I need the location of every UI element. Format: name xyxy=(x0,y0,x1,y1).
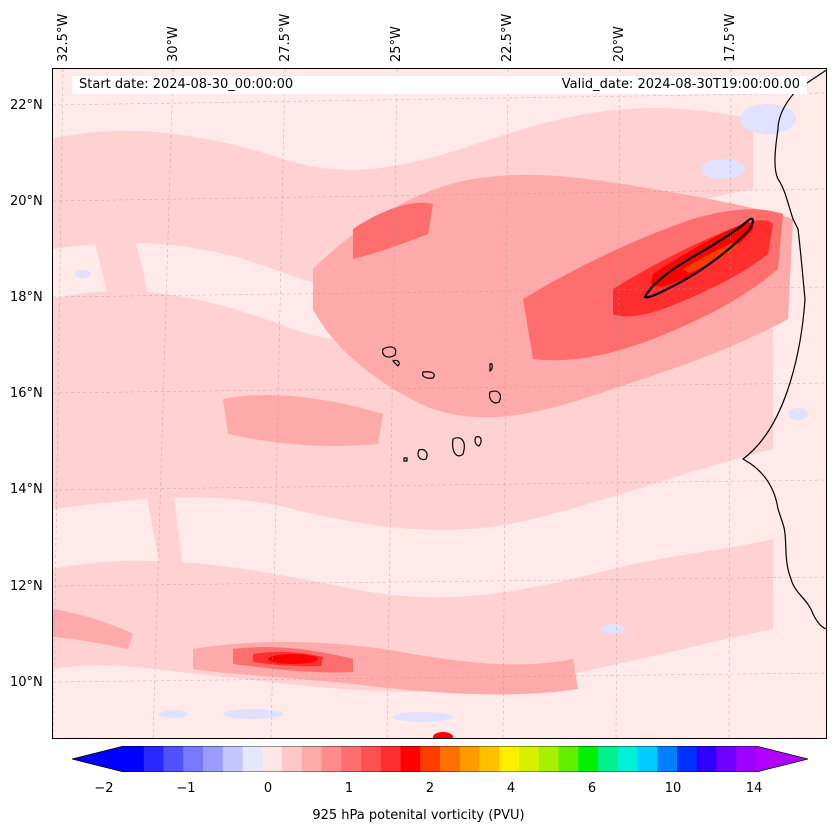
colorbar-swatch xyxy=(637,746,658,772)
colorbar-title: 925 hPa potenital vorticity (PVU) xyxy=(312,808,525,823)
colorbar-tick-label: 6 xyxy=(587,781,597,796)
colorbar-swatch xyxy=(183,746,204,772)
colorbar-tick-label: −1 xyxy=(176,781,196,796)
pv-field-map xyxy=(53,69,826,738)
pv-2-contour xyxy=(643,217,754,299)
lat-label-22n: 22°N xyxy=(10,98,43,113)
lat-label-10n: 10°N xyxy=(10,675,43,690)
colorbar-swatch xyxy=(341,746,362,772)
colorbar-swatch xyxy=(262,746,283,772)
lat-label-16n: 16°N xyxy=(10,386,43,401)
colorbar-tick-label: 14 xyxy=(745,781,763,796)
colorbar-swatch xyxy=(519,746,540,772)
colorbar-swatch xyxy=(558,746,579,772)
colorbar-swatch xyxy=(538,746,560,772)
colorbar-swatch xyxy=(440,746,461,772)
graticule xyxy=(53,69,826,738)
colorbar-swatch xyxy=(499,746,520,772)
colorbar-swatch xyxy=(459,746,481,772)
colorbar-swatch xyxy=(301,746,323,772)
lon-label-25w: 25°W xyxy=(389,26,404,62)
colorbar-extend-low xyxy=(72,746,124,772)
colorbar-tick-label: −2 xyxy=(94,781,114,796)
lon-label-20w: 20°W xyxy=(612,26,627,62)
lon-label-30w: 30°W xyxy=(166,26,181,62)
start-date-label: Start date: 2024-08-30_00:00:00 xyxy=(79,77,294,92)
colorbar-swatch xyxy=(400,746,421,772)
lat-label-12n: 12°N xyxy=(10,579,43,594)
map-panel[interactable] xyxy=(52,68,827,739)
colorbar-swatch xyxy=(242,746,263,772)
colorbar-tick-label: 4 xyxy=(506,781,516,796)
colorbar-swatch xyxy=(736,746,757,772)
colorbar-tick-label: 2 xyxy=(425,781,435,796)
colorbar-swatch xyxy=(420,746,441,772)
lon-label-27-5w: 27.5°W xyxy=(278,13,293,62)
colorbar-swatch xyxy=(677,746,698,772)
colorbar-swatch xyxy=(124,746,145,772)
colorbar-tick-label: 10 xyxy=(664,781,682,796)
lon-label-22-5w: 22.5°W xyxy=(500,13,515,62)
colorbar-swatch xyxy=(203,746,224,772)
coastline xyxy=(382,69,826,630)
colorbar xyxy=(72,746,808,772)
lat-label-18n: 18°N xyxy=(10,290,43,305)
lon-label-32-5w: 32.5°W xyxy=(56,13,71,62)
date-header: Start date: 2024-08-30_00:00:00 Valid_da… xyxy=(72,76,807,94)
colorbar-extend-high xyxy=(756,746,808,772)
colorbar-swatch xyxy=(617,746,639,772)
lat-label-20n: 20°N xyxy=(10,194,43,209)
colorbar-swatch xyxy=(222,746,244,772)
colorbar-swatch xyxy=(479,746,500,772)
colorbar-tick-label: 0 xyxy=(263,781,273,796)
colorbar-swatch xyxy=(321,746,342,772)
colorbar-swatch xyxy=(143,746,165,772)
lat-label-14n: 14°N xyxy=(10,482,43,497)
colorbar-swatch xyxy=(282,746,303,772)
colorbar-swatch xyxy=(598,746,619,772)
valid-date-label: Valid_date: 2024-08-30T19:00:00.00 xyxy=(561,77,800,92)
pv-core-region xyxy=(683,241,739,273)
pv-peak-region xyxy=(268,222,754,738)
colorbar-swatch xyxy=(380,746,402,772)
colorbar-swatch xyxy=(361,746,382,772)
colorbar-swatch xyxy=(657,746,678,772)
colorbar-swatch xyxy=(696,746,718,772)
colorbar-swatch xyxy=(716,746,737,772)
colorbar-swatch xyxy=(163,746,184,772)
colorbar-swatch xyxy=(578,746,599,772)
colorbar-tick-label: 1 xyxy=(344,781,354,796)
lon-label-17-5w: 17.5°W xyxy=(723,13,738,62)
